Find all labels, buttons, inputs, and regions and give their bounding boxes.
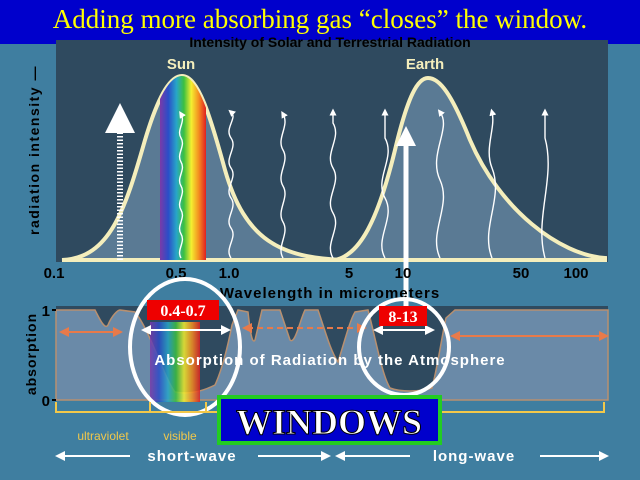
- windows-banner-text: WINDOWS: [236, 402, 422, 442]
- visible-window-ellipse: [128, 277, 242, 417]
- x-axis-ticks: 0.1 0.5 1.0 5 10 50 100: [44, 265, 589, 282]
- long-wave-label: long-wave: [433, 448, 515, 465]
- ir-wave-arrow-2: [329, 108, 337, 259]
- visible-wave-arrow: [178, 111, 186, 259]
- ir-window-label: 8-13: [388, 309, 417, 326]
- visible-label: visible: [163, 429, 197, 443]
- x-tick-100: 100: [563, 265, 588, 282]
- x-tick-10: 10: [395, 265, 412, 282]
- absorption-y-axis-label: absorption: [23, 313, 39, 395]
- near-ir-wave-arrow: [228, 109, 236, 259]
- title-bar: [0, 0, 640, 44]
- x-tick-1-0: 1.0: [219, 265, 240, 282]
- ir-window-label-box: [379, 306, 427, 326]
- ir-wave-arrow-3: [381, 108, 389, 259]
- visible-window-label: 0.4-0.7: [160, 303, 205, 320]
- x-tick-0-1: 0.1: [44, 265, 65, 282]
- windows-banner-box: [217, 395, 442, 445]
- radiation-panel-heading: Intensity of Solar and Terrestrial Radia…: [189, 34, 470, 50]
- absorption-visible-band: [150, 322, 200, 402]
- visible-window-label-box: [147, 300, 219, 320]
- x-tick-50: 50: [513, 265, 530, 282]
- absorption-panel-heading: Absorption of Radiation by the Atmospher…: [154, 352, 505, 369]
- ir-wave-arrow-4: [435, 109, 445, 259]
- absorption-y-tick-0: 0: [42, 393, 50, 410]
- x-tick-5: 5: [345, 265, 353, 282]
- window-transmission-arrowhead: [396, 126, 416, 146]
- ir-wave-arrow-5: [487, 108, 497, 259]
- absorption-band-arrows: [59, 323, 609, 341]
- ir-wave-arrow-1: [280, 110, 288, 259]
- earth-label: Earth: [406, 56, 444, 73]
- radiation-y-axis-label: radiation intensity —: [26, 65, 42, 235]
- absorption-y-tick-1: 1: [42, 303, 50, 320]
- short-wave-label: short-wave: [147, 448, 236, 465]
- x-axis-label: Wavelength in micrometers: [220, 285, 440, 302]
- ir-wave-arrow-6: [541, 108, 549, 259]
- sun-label: Sun: [167, 56, 195, 73]
- radiation-wave-arrows: [105, 103, 549, 260]
- visible-spectrum-band: [160, 76, 206, 260]
- ultraviolet-label: ultraviolet: [77, 429, 129, 443]
- slide-title: Adding more absorbing gas “closes” the w…: [52, 4, 588, 34]
